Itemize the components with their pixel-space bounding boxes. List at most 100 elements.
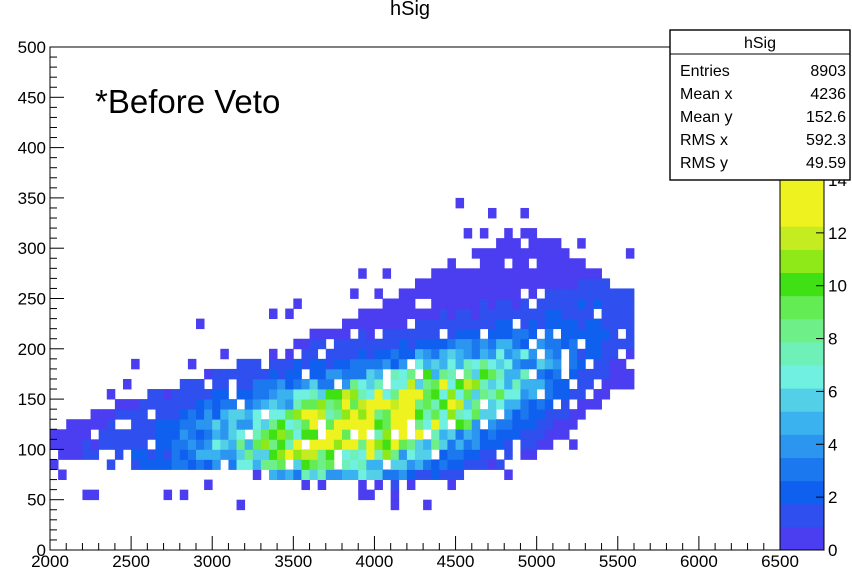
heatmap-cell [544, 348, 554, 360]
heatmap-cell [374, 429, 383, 440]
heatmap-cell [463, 338, 473, 350]
heatmap-cell [342, 378, 351, 390]
heatmap-cell [301, 429, 310, 440]
heatmap-cell [74, 429, 83, 440]
heatmap-cell [552, 368, 562, 380]
heatmap-cell [58, 469, 67, 480]
heatmap-cell [350, 288, 359, 299]
heatmap-cell [123, 378, 132, 390]
heatmap-cell [244, 389, 254, 400]
heatmap-cell [390, 479, 400, 491]
heatmap-cell [147, 429, 156, 440]
x-tick-label: 6000 [680, 552, 718, 570]
heatmap-cell [187, 439, 197, 450]
heatmap-cell [520, 409, 529, 420]
heatmap-cell [179, 419, 189, 430]
heatmap-cell [382, 338, 392, 350]
heatmap-cell [552, 409, 562, 420]
chart-title: hSig [390, 0, 430, 20]
heatmap-cell [577, 308, 586, 320]
heatmap-cell [447, 358, 456, 370]
heatmap-cell [398, 358, 408, 370]
heatmap-cell [374, 378, 383, 390]
heatmap-cell [504, 399, 513, 410]
heatmap-cell [374, 368, 383, 380]
heatmap-cell [333, 389, 343, 400]
heatmap-cell [585, 399, 594, 410]
heatmap-cell [285, 308, 294, 320]
heatmap-cell [163, 419, 173, 430]
x-tick-label: 2000 [31, 552, 69, 570]
heatmap-cell [528, 358, 538, 370]
heatmap-cell [358, 439, 367, 450]
heatmap-cell [520, 348, 529, 360]
heatmap-cell [504, 298, 513, 309]
heatmap-cell [552, 298, 562, 309]
heatmap-cell [293, 338, 302, 350]
heatmap-cell [496, 368, 505, 380]
heatmap-cell [552, 268, 562, 279]
heatmap-cell [488, 268, 497, 279]
heatmap-cell [74, 419, 83, 430]
heatmap-cell [496, 238, 505, 249]
heatmap-cell [415, 459, 424, 470]
heatmap-cell [374, 308, 383, 320]
heatmap-cell [455, 389, 465, 400]
y-tick-label: 350 [18, 189, 46, 208]
heatmap-cell [390, 399, 400, 410]
heatmap-cell [252, 419, 262, 430]
heatmap-cell [455, 268, 465, 279]
heatmap-cell [398, 308, 408, 320]
colorbar-segment [780, 226, 824, 250]
heatmap-cell [220, 429, 229, 440]
heatmap-cell [455, 409, 465, 420]
heatmap-cell [520, 358, 529, 370]
heatmap-cell [415, 288, 424, 299]
heatmap-cell [212, 389, 221, 400]
heatmap-cell [155, 449, 164, 460]
heatmap-cell [155, 459, 164, 470]
heatmap-cell [496, 338, 505, 350]
heatmap-cell [252, 449, 262, 460]
heatmap-cell [163, 399, 173, 410]
heatmap-cell [309, 439, 319, 450]
heatmap-cell [625, 308, 635, 320]
heatmap-cell [212, 378, 221, 390]
heatmap-cell [536, 439, 546, 450]
heatmap-cell [317, 399, 327, 410]
heatmap-cell [366, 419, 375, 430]
heatmap-cell [309, 338, 319, 350]
heatmap-cell [471, 389, 481, 400]
heatmap-cell [98, 409, 108, 420]
heatmap-cell [220, 419, 229, 430]
heatmap-cell [398, 368, 408, 380]
colorbar-segment [780, 480, 824, 505]
heatmap-cell [382, 298, 392, 309]
heatmap-cell [325, 348, 335, 360]
heatmap-cell [50, 439, 59, 450]
heatmap-cell [544, 419, 554, 430]
heatmap-cell [455, 358, 465, 370]
heatmap-cell [585, 288, 594, 299]
heatmap-cell [431, 439, 440, 450]
heatmap-cell [350, 368, 359, 380]
heatmap-cell [147, 419, 156, 430]
heatmap-cell [431, 298, 440, 309]
heatmap-cell [114, 449, 124, 460]
heatmap-cell [301, 338, 310, 350]
heatmap-cell [390, 439, 400, 450]
heatmap-cell [98, 439, 108, 450]
heatmap-cell [179, 449, 189, 460]
heatmap-cell [544, 439, 554, 450]
heatmap-cell [220, 368, 229, 380]
heatmap-cell [479, 409, 489, 420]
heatmap-cell [406, 439, 416, 450]
heatmap-cell [617, 338, 627, 350]
heatmap-cell [204, 429, 213, 440]
heatmap-cell [204, 399, 213, 410]
heatmap-cell [285, 449, 294, 460]
heatmap-cell [366, 368, 375, 380]
heatmap-cell [536, 338, 546, 350]
heatmap-cell [228, 459, 237, 470]
